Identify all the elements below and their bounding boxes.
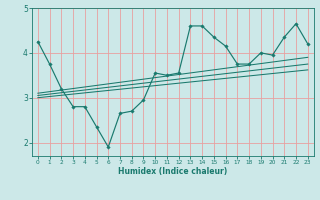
- X-axis label: Humidex (Indice chaleur): Humidex (Indice chaleur): [118, 167, 228, 176]
